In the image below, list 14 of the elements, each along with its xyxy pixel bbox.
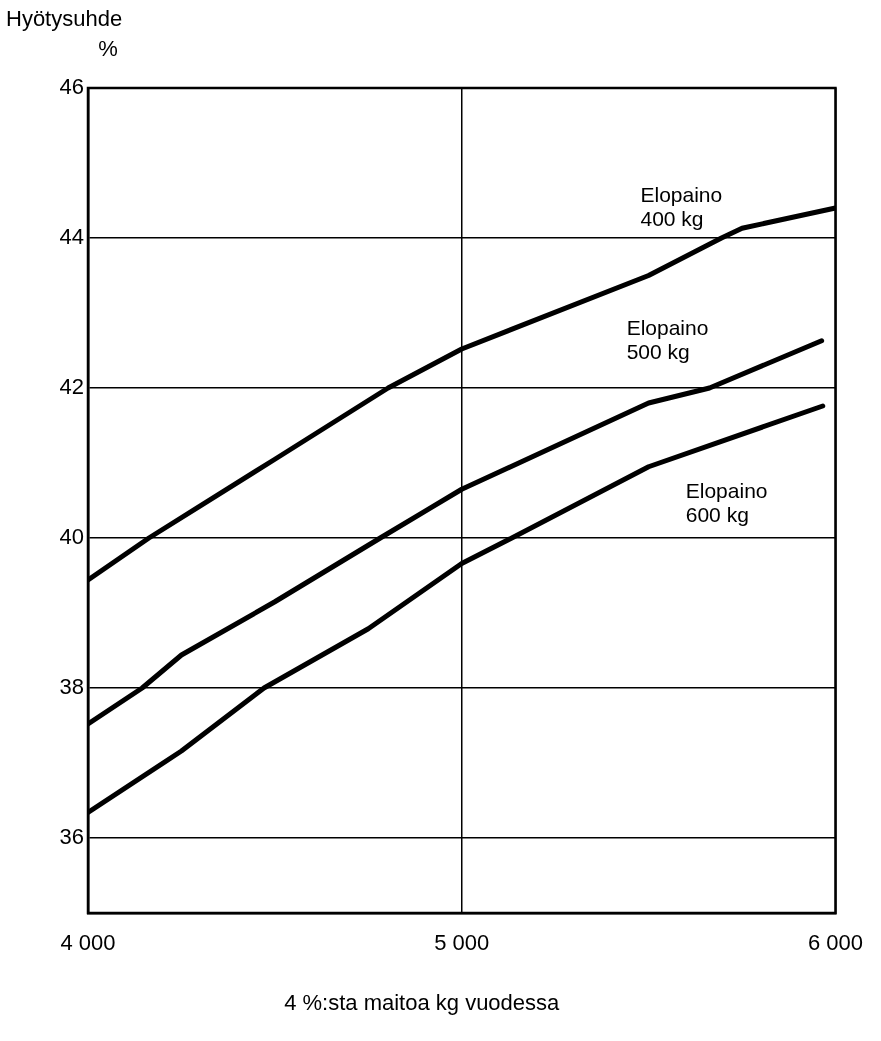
y-tick-label: 38 <box>59 674 84 700</box>
x-tick-label: 6 000 <box>807 930 863 956</box>
series-label: Elopaino 400 kg <box>640 183 723 230</box>
y-tick-label: 42 <box>59 374 84 400</box>
series-label: Elopaino 500 kg <box>626 315 709 363</box>
y-axis-title: Hyötysuhde % <box>6 6 123 61</box>
x-tick-label: 5 000 <box>434 930 490 956</box>
y-tick-label: 46 <box>59 74 84 100</box>
x-axis-title: 4 %:sta maitoa kg vuodessa <box>284 990 561 1015</box>
y-tick-label: 44 <box>59 224 84 250</box>
series-label: Elopaino 600 kg <box>685 479 768 526</box>
y-tick-label: 40 <box>59 524 84 550</box>
x-tick-label: 4 000 <box>60 930 116 956</box>
y-tick-label: 36 <box>59 824 84 850</box>
